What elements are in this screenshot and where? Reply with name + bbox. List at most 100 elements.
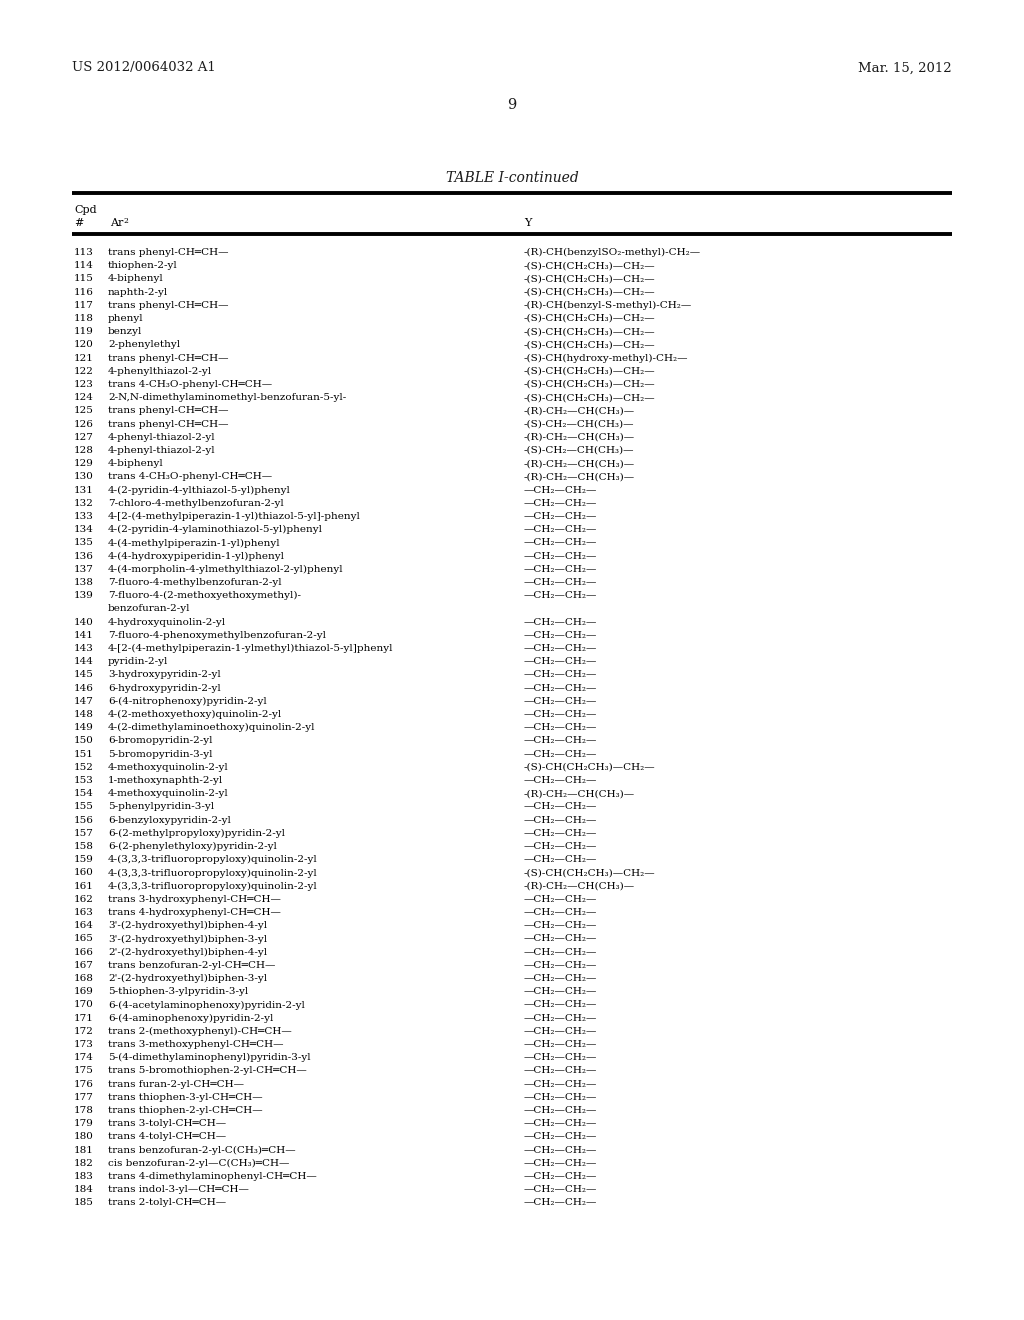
Text: 158: 158 [74, 842, 94, 851]
Text: -(S)-CH(CH₂CH₃)—CH₂—: -(S)-CH(CH₂CH₃)—CH₂— [524, 275, 655, 284]
Text: trans thiophen-3-yl-CH═CH—: trans thiophen-3-yl-CH═CH— [108, 1093, 262, 1102]
Text: —CH₂—CH₂—: —CH₂—CH₂— [524, 750, 597, 759]
Text: 156: 156 [74, 816, 94, 825]
Text: trans phenyl-CH═CH—: trans phenyl-CH═CH— [108, 301, 228, 310]
Text: —CH₂—CH₂—: —CH₂—CH₂— [524, 935, 597, 944]
Text: —CH₂—CH₂—: —CH₂—CH₂— [524, 525, 597, 535]
Text: Y: Y [524, 218, 531, 228]
Text: benzofuran-2-yl: benzofuran-2-yl [108, 605, 190, 614]
Text: trans 3-tolyl-CH═CH—: trans 3-tolyl-CH═CH— [108, 1119, 226, 1129]
Text: 117: 117 [74, 301, 94, 310]
Text: -(R)-CH(benzyl-S-methyl)-CH₂—: -(R)-CH(benzyl-S-methyl)-CH₂— [524, 301, 692, 310]
Text: —CH₂—CH₂—: —CH₂—CH₂— [524, 921, 597, 931]
Text: —CH₂—CH₂—: —CH₂—CH₂— [524, 723, 597, 733]
Text: US 2012/0064032 A1: US 2012/0064032 A1 [72, 62, 216, 74]
Text: 7-fluoro-4-methylbenzofuran-2-yl: 7-fluoro-4-methylbenzofuran-2-yl [108, 578, 282, 587]
Text: 157: 157 [74, 829, 94, 838]
Text: 171: 171 [74, 1014, 94, 1023]
Text: trans 4-dimethylaminophenyl-CH═CH—: trans 4-dimethylaminophenyl-CH═CH— [108, 1172, 316, 1181]
Text: 4-methoxyquinolin-2-yl: 4-methoxyquinolin-2-yl [108, 763, 228, 772]
Text: 173: 173 [74, 1040, 94, 1049]
Text: 127: 127 [74, 433, 94, 442]
Text: 151: 151 [74, 750, 94, 759]
Text: TABLE I-continued: TABLE I-continued [445, 172, 579, 185]
Text: 176: 176 [74, 1080, 94, 1089]
Text: 113: 113 [74, 248, 94, 257]
Text: —CH₂—CH₂—: —CH₂—CH₂— [524, 961, 597, 970]
Text: 162: 162 [74, 895, 94, 904]
Text: 153: 153 [74, 776, 94, 785]
Text: trans furan-2-yl-CH═CH—: trans furan-2-yl-CH═CH— [108, 1080, 244, 1089]
Text: -(S)-CH(CH₂CH₃)—CH₂—: -(S)-CH(CH₂CH₃)—CH₂— [524, 393, 655, 403]
Text: trans indol-3-yl—CH═CH—: trans indol-3-yl—CH═CH— [108, 1185, 249, 1195]
Text: pyridin-2-yl: pyridin-2-yl [108, 657, 168, 667]
Text: -(S)-CH(CH₂CH₃)—CH₂—: -(S)-CH(CH₂CH₃)—CH₂— [524, 288, 655, 297]
Text: 185: 185 [74, 1199, 94, 1208]
Text: 149: 149 [74, 723, 94, 733]
Text: 2'-(2-hydroxyethyl)biphen-3-yl: 2'-(2-hydroxyethyl)biphen-3-yl [108, 974, 267, 983]
Text: 135: 135 [74, 539, 94, 548]
Text: 147: 147 [74, 697, 94, 706]
Text: trans phenyl-CH═CH—: trans phenyl-CH═CH— [108, 407, 228, 416]
Text: -(S)-CH(CH₂CH₃)—CH₂—: -(S)-CH(CH₂CH₃)—CH₂— [524, 341, 655, 350]
Text: 122: 122 [74, 367, 94, 376]
Text: -(R)-CH₂—CH(CH₃)—: -(R)-CH₂—CH(CH₃)— [524, 459, 635, 469]
Text: trans 3-hydroxyphenyl-CH═CH—: trans 3-hydroxyphenyl-CH═CH— [108, 895, 281, 904]
Text: 129: 129 [74, 459, 94, 469]
Text: 182: 182 [74, 1159, 94, 1168]
Text: 4-(3,3,3-trifluoropropyloxy)quinolin-2-yl: 4-(3,3,3-trifluoropropyloxy)quinolin-2-y… [108, 882, 317, 891]
Text: —CH₂—CH₂—: —CH₂—CH₂— [524, 829, 597, 838]
Text: 4-(2-pyridin-4-ylthiazol-5-yl)phenyl: 4-(2-pyridin-4-ylthiazol-5-yl)phenyl [108, 486, 291, 495]
Text: 6-benzyloxypyridin-2-yl: 6-benzyloxypyridin-2-yl [108, 816, 230, 825]
Text: —CH₂—CH₂—: —CH₂—CH₂— [524, 1159, 597, 1168]
Text: —CH₂—CH₂—: —CH₂—CH₂— [524, 710, 597, 719]
Text: —CH₂—CH₂—: —CH₂—CH₂— [524, 684, 597, 693]
Text: Ar: Ar [110, 218, 123, 228]
Text: 6-(2-methylpropyloxy)pyridin-2-yl: 6-(2-methylpropyloxy)pyridin-2-yl [108, 829, 285, 838]
Text: 6-bromopyridin-2-yl: 6-bromopyridin-2-yl [108, 737, 213, 746]
Text: 5-bromopyridin-3-yl: 5-bromopyridin-3-yl [108, 750, 213, 759]
Text: 180: 180 [74, 1133, 94, 1142]
Text: 152: 152 [74, 763, 94, 772]
Text: —CH₂—CH₂—: —CH₂—CH₂— [524, 512, 597, 521]
Text: 167: 167 [74, 961, 94, 970]
Text: trans 4-hydroxyphenyl-CH═CH—: trans 4-hydroxyphenyl-CH═CH— [108, 908, 281, 917]
Text: —CH₂—CH₂—: —CH₂—CH₂— [524, 644, 597, 653]
Text: 164: 164 [74, 921, 94, 931]
Text: 126: 126 [74, 420, 94, 429]
Text: 7-chloro-4-methylbenzofuran-2-yl: 7-chloro-4-methylbenzofuran-2-yl [108, 499, 284, 508]
Text: 4-[2-(4-methylpiperazin-1-ylmethyl)thiazol-5-yl]phenyl: 4-[2-(4-methylpiperazin-1-ylmethyl)thiaz… [108, 644, 393, 653]
Text: phenyl: phenyl [108, 314, 143, 323]
Text: 181: 181 [74, 1146, 94, 1155]
Text: —CH₂—CH₂—: —CH₂—CH₂— [524, 776, 597, 785]
Text: 6-(4-nitrophenoxy)pyridin-2-yl: 6-(4-nitrophenoxy)pyridin-2-yl [108, 697, 266, 706]
Text: 116: 116 [74, 288, 94, 297]
Text: —CH₂—CH₂—: —CH₂—CH₂— [524, 1146, 597, 1155]
Text: 5-phenylpyridin-3-yl: 5-phenylpyridin-3-yl [108, 803, 214, 812]
Text: 4-phenyl-thiazol-2-yl: 4-phenyl-thiazol-2-yl [108, 446, 216, 455]
Text: trans benzofuran-2-yl-CH═CH—: trans benzofuran-2-yl-CH═CH— [108, 961, 275, 970]
Text: —CH₂—CH₂—: —CH₂—CH₂— [524, 657, 597, 667]
Text: —CH₂—CH₂—: —CH₂—CH₂— [524, 987, 597, 997]
Text: 3'-(2-hydroxyethyl)biphen-3-yl: 3'-(2-hydroxyethyl)biphen-3-yl [108, 935, 267, 944]
Text: 128: 128 [74, 446, 94, 455]
Text: —CH₂—CH₂—: —CH₂—CH₂— [524, 1119, 597, 1129]
Text: 138: 138 [74, 578, 94, 587]
Text: 2'-(2-hydroxyethyl)biphen-4-yl: 2'-(2-hydroxyethyl)biphen-4-yl [108, 948, 267, 957]
Text: -(S)-CH₂—CH(CH₃)—: -(S)-CH₂—CH(CH₃)— [524, 446, 635, 455]
Text: 154: 154 [74, 789, 94, 799]
Text: —CH₂—CH₂—: —CH₂—CH₂— [524, 539, 597, 548]
Text: 131: 131 [74, 486, 94, 495]
Text: trans phenyl-CH═CH—: trans phenyl-CH═CH— [108, 248, 228, 257]
Text: 6-(4-aminophenoxy)pyridin-2-yl: 6-(4-aminophenoxy)pyridin-2-yl [108, 1014, 273, 1023]
Text: —CH₂—CH₂—: —CH₂—CH₂— [524, 1040, 597, 1049]
Text: —CH₂—CH₂—: —CH₂—CH₂— [524, 1185, 597, 1195]
Text: 121: 121 [74, 354, 94, 363]
Text: —CH₂—CH₂—: —CH₂—CH₂— [524, 1053, 597, 1063]
Text: 183: 183 [74, 1172, 94, 1181]
Text: 2: 2 [123, 216, 128, 224]
Text: -(R)-CH₂—CH(CH₃)—: -(R)-CH₂—CH(CH₃)— [524, 789, 635, 799]
Text: -(S)-CH(CH₂CH₃)—CH₂—: -(S)-CH(CH₂CH₃)—CH₂— [524, 380, 655, 389]
Text: —CH₂—CH₂—: —CH₂—CH₂— [524, 486, 597, 495]
Text: 3-hydroxypyridin-2-yl: 3-hydroxypyridin-2-yl [108, 671, 221, 680]
